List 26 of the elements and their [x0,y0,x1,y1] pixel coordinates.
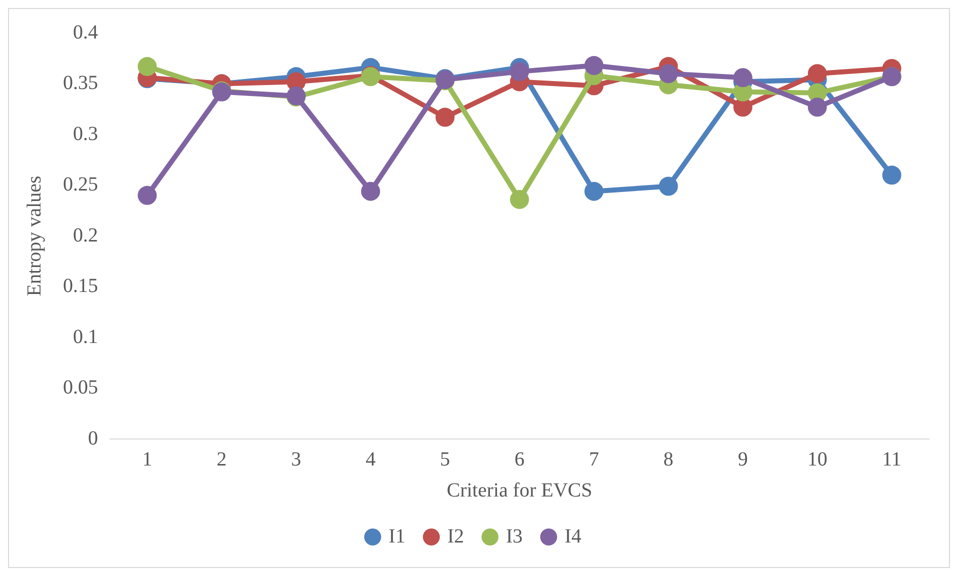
x-tick-label: 4 [366,448,376,470]
legend-label: I2 [447,525,464,548]
y-tick-label: 0.15 [63,275,98,297]
y-tick-label: 0.3 [73,122,98,145]
y-tick-label: 0.05 [63,376,98,398]
x-tick-label: 10 [807,448,828,470]
x-tick-label: 1 [142,448,152,470]
x-tick-label: 11 [882,448,902,470]
y-tick-label: 0.35 [63,72,98,94]
y-tick-label: 0.25 [63,174,98,196]
x-tick-label: 9 [738,448,748,470]
y-tick-label: 0.1 [73,326,98,348]
y-tick-label: 0.2 [73,224,98,246]
legend-label: I4 [564,525,582,548]
x-axis-title: Criteria for EVCS [446,479,592,502]
x-tick-label: 2 [216,448,227,470]
legend-label: I3 [506,525,523,548]
y-tick-label: 0.4 [73,21,98,44]
x-tick-label: 5 [440,448,450,470]
legend-label: I1 [388,525,406,548]
x-tick-label: 8 [663,448,674,470]
x-tick-label: 7 [588,448,599,470]
y-axis-title: Entropy values [23,176,46,296]
x-tick-label: 6 [514,448,524,470]
x-tick-label: 3 [291,448,302,470]
y-tick-label: 0 [88,427,98,450]
